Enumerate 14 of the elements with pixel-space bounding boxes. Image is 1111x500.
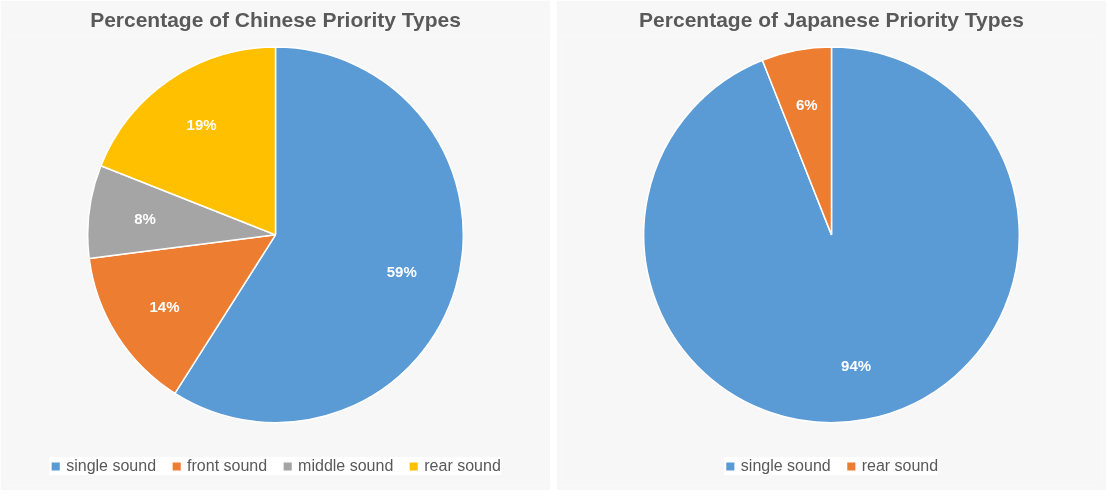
data-label: 94%	[841, 356, 872, 374]
data-label: 6%	[796, 95, 818, 113]
legend-label: single sound	[740, 457, 831, 475]
data-label: 8%	[134, 209, 156, 227]
legend-label: middle sound	[298, 457, 394, 475]
legend-label: front sound	[187, 457, 268, 475]
data-label: 19%	[186, 116, 217, 134]
data-label: 59%	[386, 263, 417, 281]
legend-label: rear sound	[861, 457, 939, 475]
legend-label: rear sound	[424, 457, 501, 475]
chart-title: Percentage of Chinese Priority Types	[90, 7, 461, 31]
legend-label: single sound	[66, 457, 157, 475]
chart-title: Percentage of Japanese Priority Types	[639, 7, 1024, 31]
data-label: 14%	[149, 297, 180, 315]
